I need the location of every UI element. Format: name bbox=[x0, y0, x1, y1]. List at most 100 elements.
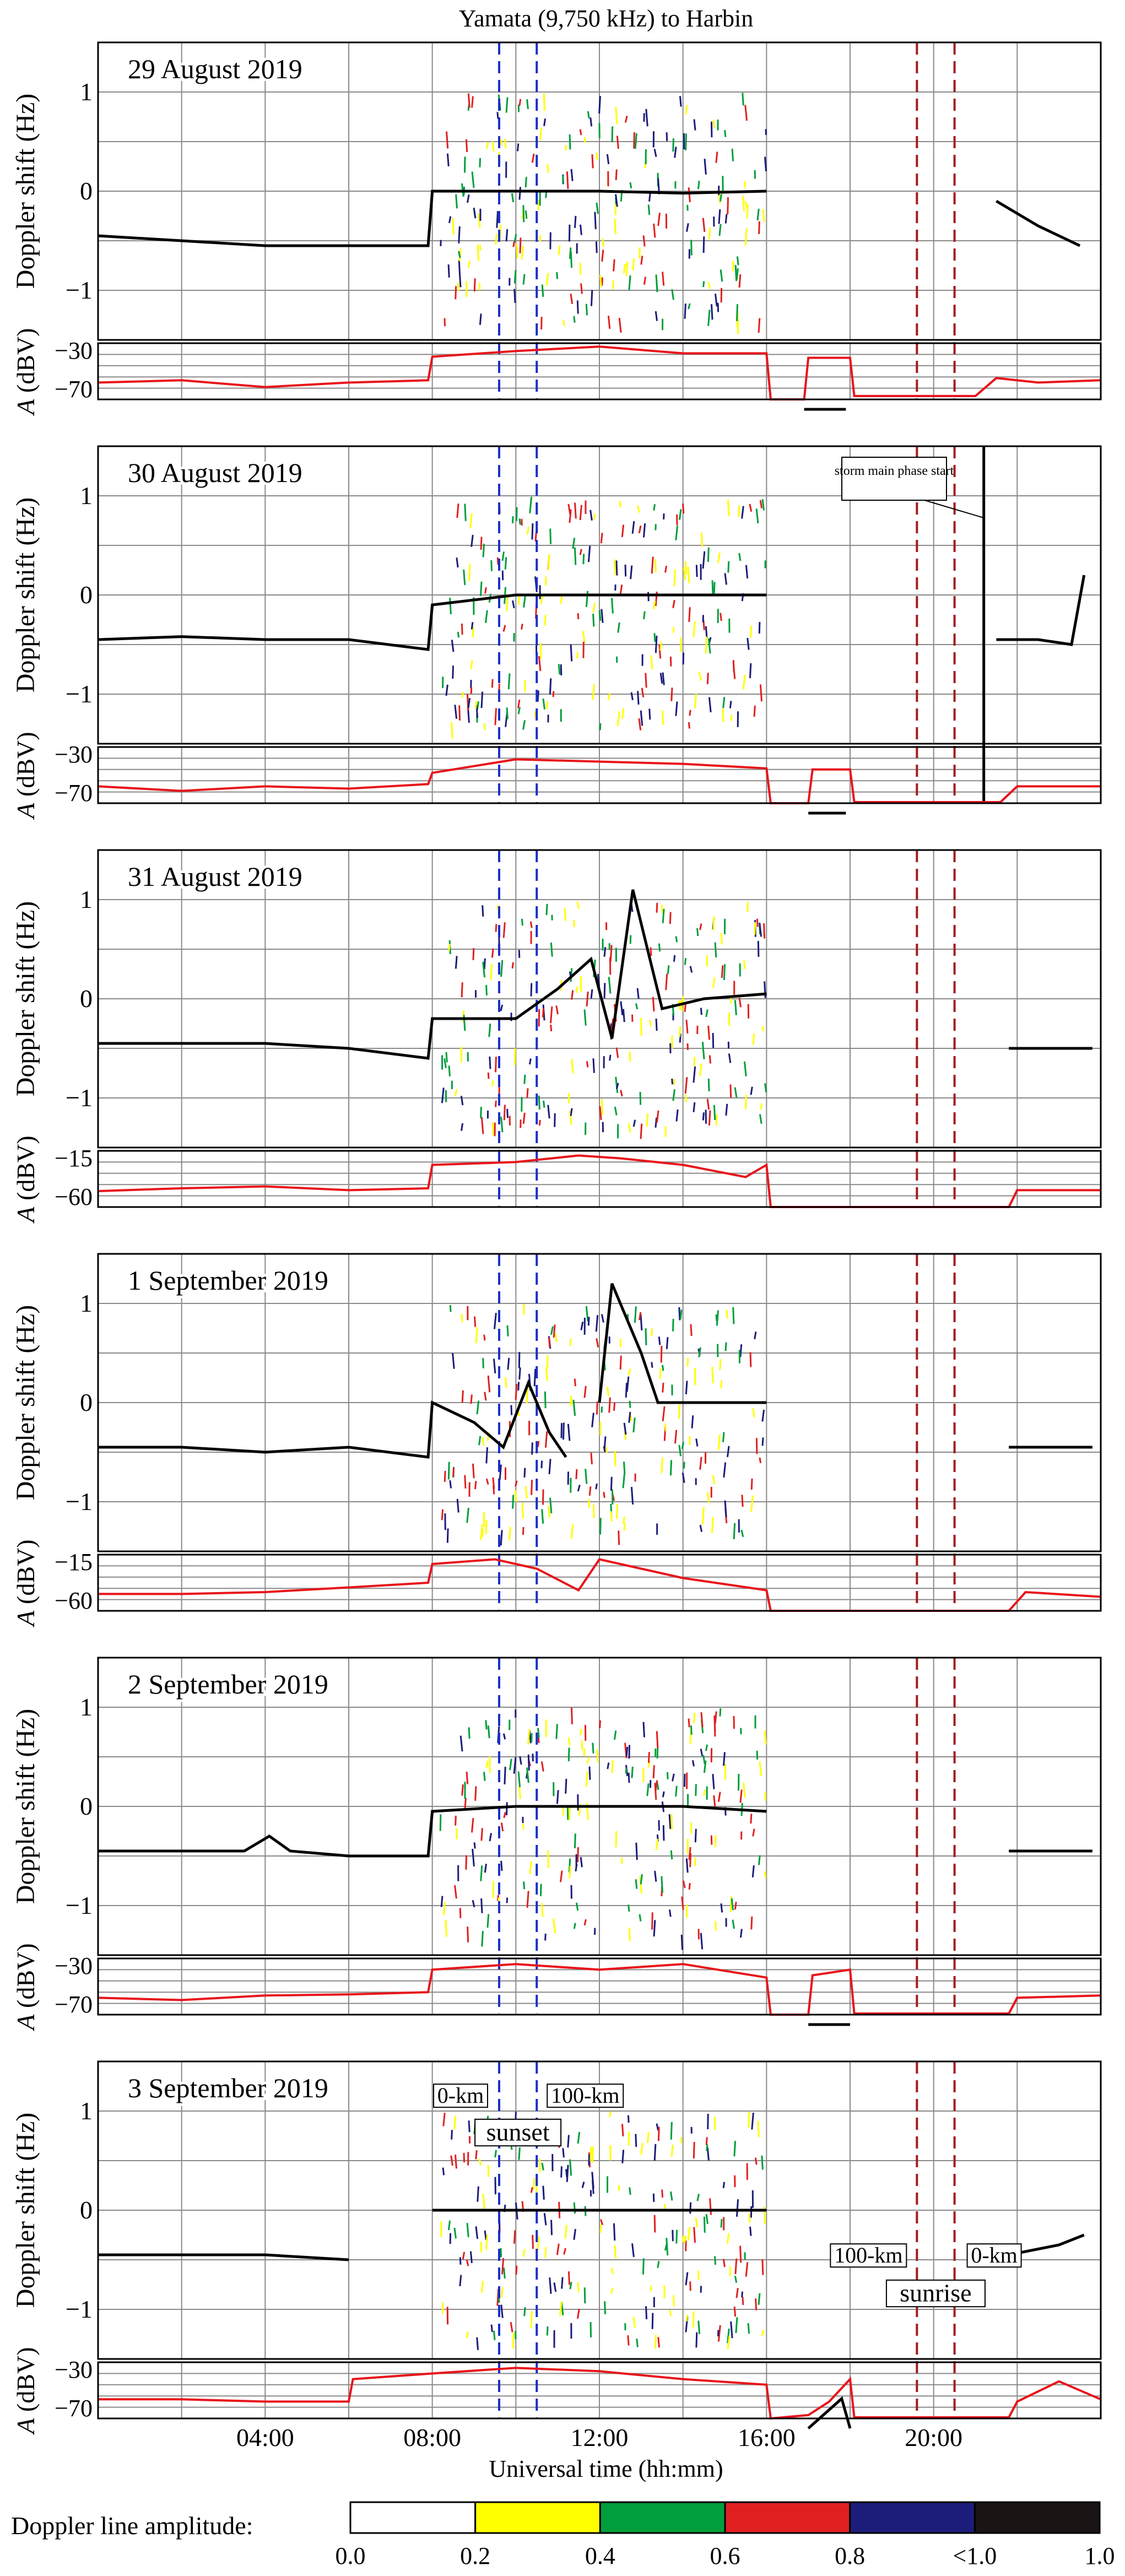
doppler-fragment bbox=[717, 1434, 721, 1451]
doppler-fragment bbox=[636, 2339, 639, 2347]
sunset-0km-label-box bbox=[433, 2083, 488, 2108]
doppler-fragment bbox=[539, 643, 542, 659]
amplitude-tick-label: −30 bbox=[55, 337, 93, 364]
doppler-fragment bbox=[544, 1431, 548, 1448]
doppler-fragment bbox=[681, 1442, 684, 1449]
doppler-fragment bbox=[683, 2235, 687, 2244]
doppler-fragment bbox=[634, 133, 637, 149]
doppler-fragment bbox=[711, 1517, 714, 1533]
doppler-fragment bbox=[459, 2275, 462, 2287]
doppler-fragment bbox=[466, 2331, 469, 2339]
doppler-fragment bbox=[591, 154, 594, 169]
doppler-fragment bbox=[471, 96, 474, 108]
doppler-fragment bbox=[559, 1870, 563, 1882]
doppler-fragment bbox=[482, 1437, 485, 1446]
doppler-fragment bbox=[440, 1896, 443, 1907]
colorbar-segment bbox=[474, 2501, 601, 2534]
doppler-fragment bbox=[528, 1058, 532, 1065]
doppler-fragment bbox=[655, 1839, 659, 1850]
doppler-fragment bbox=[580, 1857, 583, 1868]
colorbar-tick-label: 0.4 bbox=[585, 2542, 615, 2569]
doppler-fragment bbox=[543, 118, 547, 127]
colorbar-tick-label: 0.2 bbox=[460, 2542, 490, 2569]
doppler-fragment bbox=[650, 655, 653, 670]
doppler-fragment bbox=[689, 2281, 691, 2291]
colorbar-label: Doppler line amplitude: bbox=[11, 2512, 253, 2540]
doppler-fragment bbox=[579, 505, 582, 521]
doppler-fragment bbox=[527, 1754, 530, 1771]
doppler-fragment bbox=[639, 1914, 642, 1922]
doppler-fragment bbox=[526, 1387, 529, 1403]
doppler-fragment bbox=[720, 269, 723, 282]
doppler-fragment bbox=[483, 1334, 486, 1341]
doppler-fragment bbox=[513, 2230, 516, 2244]
doppler-fragment bbox=[564, 2225, 567, 2239]
doppler-fragment bbox=[695, 2217, 699, 2228]
doppler-fragment bbox=[671, 1078, 674, 1085]
doppler-fragment bbox=[616, 711, 620, 727]
doppler-fragment bbox=[672, 2295, 675, 2307]
doppler-fragment bbox=[764, 156, 767, 171]
doppler-fragment bbox=[727, 2336, 731, 2350]
doppler-fragment bbox=[470, 622, 474, 630]
doppler-fragment bbox=[479, 581, 483, 597]
doppler-fragment bbox=[662, 672, 665, 685]
doppler-fragment bbox=[478, 1436, 482, 1446]
doppler-fragment bbox=[655, 1780, 658, 1792]
doppler-fragment bbox=[608, 2111, 612, 2118]
doppler-fragment bbox=[445, 1052, 448, 1063]
doppler-fragment bbox=[541, 1509, 544, 1524]
doppler-fragment bbox=[642, 611, 646, 620]
doppler-fragment bbox=[607, 692, 611, 701]
doppler-fragment bbox=[722, 2182, 726, 2188]
doppler-fragment bbox=[691, 1760, 695, 1767]
doppler-fragment bbox=[461, 691, 464, 698]
doppler-fragment bbox=[761, 2259, 764, 2275]
doppler-fragment bbox=[571, 1059, 574, 1074]
doppler-fragment bbox=[605, 1446, 608, 1453]
doppler-fragment bbox=[646, 2131, 650, 2144]
doppler-fragment bbox=[678, 1307, 681, 1321]
doppler-fragment bbox=[445, 684, 448, 696]
doppler-fragment bbox=[640, 1123, 643, 1139]
doppler-fragment bbox=[613, 259, 615, 272]
doppler-fragment bbox=[656, 1731, 659, 1749]
doppler-fragment bbox=[549, 1006, 553, 1024]
doppler-fragment bbox=[447, 2220, 451, 2231]
doppler-fragment bbox=[577, 1485, 581, 1492]
doppler-fragment bbox=[730, 2321, 733, 2339]
doppler-fragment bbox=[464, 504, 467, 521]
doppler-fragment bbox=[706, 673, 709, 684]
doppler-fragment bbox=[550, 942, 553, 957]
doppler-fragment bbox=[570, 644, 573, 662]
amplitude-axis-label: A (dBV) bbox=[12, 1943, 40, 2031]
doppler-fragment bbox=[702, 218, 706, 232]
doppler-fragment bbox=[634, 1306, 637, 1323]
doppler-fragment bbox=[654, 2334, 657, 2348]
doppler-fragment bbox=[705, 1744, 708, 1751]
doppler-fragment bbox=[724, 214, 728, 224]
doppler-scatter-fragments bbox=[442, 496, 766, 739]
doppler-fragment bbox=[588, 1486, 592, 1496]
doppler-fragment bbox=[757, 940, 760, 957]
doppler-fragment bbox=[695, 565, 698, 577]
doppler-fragment bbox=[739, 1929, 743, 1938]
doppler-fragment bbox=[682, 1472, 685, 1483]
chart-title: Yamata (9,750 kHz) to Harbin bbox=[459, 5, 753, 32]
doppler-fragment bbox=[707, 638, 711, 654]
doppler-fragment bbox=[629, 182, 632, 188]
doppler-fragment bbox=[586, 991, 589, 1006]
doppler-fragment bbox=[718, 224, 722, 236]
doppler-fragment bbox=[655, 1018, 658, 1031]
doppler-fragment bbox=[750, 1478, 753, 1490]
doppler-fragment bbox=[654, 1783, 657, 1800]
doppler-fragment bbox=[732, 1307, 735, 1324]
doppler-fragment bbox=[505, 229, 509, 242]
doppler-fragment bbox=[638, 525, 642, 534]
doppler-fragment bbox=[473, 207, 477, 219]
doppler-fragment bbox=[589, 117, 593, 127]
doppler-fragment bbox=[504, 557, 507, 570]
doppler-fragment bbox=[575, 1902, 579, 1911]
